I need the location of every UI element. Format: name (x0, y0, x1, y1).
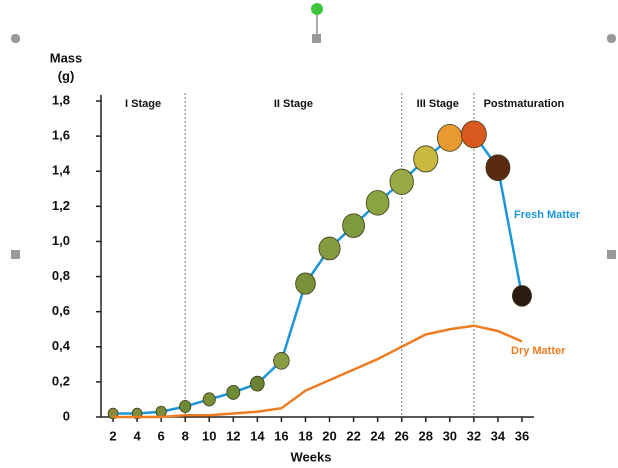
fruit-marker (414, 146, 438, 172)
series-label: Dry Matter (511, 345, 566, 357)
resize-handle[interactable] (607, 250, 616, 259)
y-axis-title: (g) (58, 68, 75, 83)
x-tick-label: 28 (419, 428, 433, 443)
x-tick-label: 26 (394, 428, 408, 443)
x-tick-label: 10 (202, 428, 216, 443)
y-axis-title: Mass (50, 50, 83, 65)
series-label: Fresh Matter (514, 209, 581, 221)
fruit-marker (250, 376, 264, 391)
resize-handle[interactable] (11, 250, 20, 259)
stage-label: II Stage (274, 98, 313, 110)
rotate-handle[interactable] (311, 3, 323, 15)
y-tick-label: 1,0 (52, 233, 70, 248)
x-tick-label: 32 (467, 428, 481, 443)
y-tick-label: 1,2 (52, 198, 70, 213)
resize-handle[interactable] (607, 34, 616, 43)
chart: Mass (g) Weeks Fresh Matter Dry Matter 0… (0, 0, 618, 468)
resize-handle[interactable] (11, 34, 20, 43)
x-tick-label: 4 (133, 428, 141, 443)
fruit-marker (437, 124, 462, 151)
x-tick-label: 24 (370, 428, 385, 443)
x-tick-label: 12 (226, 428, 240, 443)
fruit-marker (461, 121, 486, 148)
y-tick-label: 0,4 (52, 338, 71, 353)
fruit-marker (343, 214, 365, 238)
y-tick-label: 0,8 (52, 268, 70, 283)
fruit-marker (390, 169, 414, 194)
fruit-marker (180, 400, 191, 412)
x-tick-label: 36 (515, 428, 529, 443)
x-tick-label: 18 (298, 428, 312, 443)
stage-label: III Stage (417, 98, 459, 110)
fruit-marker (512, 286, 531, 307)
y-tick-label: 1,8 (52, 92, 70, 107)
fruit-marker (203, 393, 215, 406)
background (0, 0, 618, 468)
y-tick-label: 1,6 (52, 128, 70, 143)
fruit-marker (274, 352, 290, 369)
fruit-marker (486, 155, 510, 181)
fruit-marker (296, 273, 316, 294)
y-tick-label: 0 (63, 408, 70, 423)
resize-handle[interactable] (312, 34, 321, 43)
x-tick-label: 22 (346, 428, 360, 443)
x-tick-label: 2 (109, 428, 116, 443)
fruit-marker (227, 385, 240, 399)
x-tick-label: 30 (443, 428, 457, 443)
fruit-marker (319, 237, 340, 260)
y-tick-label: 0,2 (52, 373, 70, 388)
x-tick-label: 20 (322, 428, 336, 443)
y-tick-label: 0,6 (52, 303, 70, 318)
x-tick-label: 6 (158, 428, 165, 443)
x-tick-label: 14 (250, 428, 265, 443)
fruit-marker (366, 191, 389, 216)
x-tick-label: 34 (491, 428, 506, 443)
x-tick-label: 8 (182, 428, 189, 443)
y-tick-label: 1,4 (52, 163, 71, 178)
x-axis-title: Weeks (291, 449, 332, 464)
stage-label: I Stage (125, 98, 161, 110)
stage-label: Postmaturation (484, 98, 565, 110)
x-tick-label: 16 (274, 428, 288, 443)
